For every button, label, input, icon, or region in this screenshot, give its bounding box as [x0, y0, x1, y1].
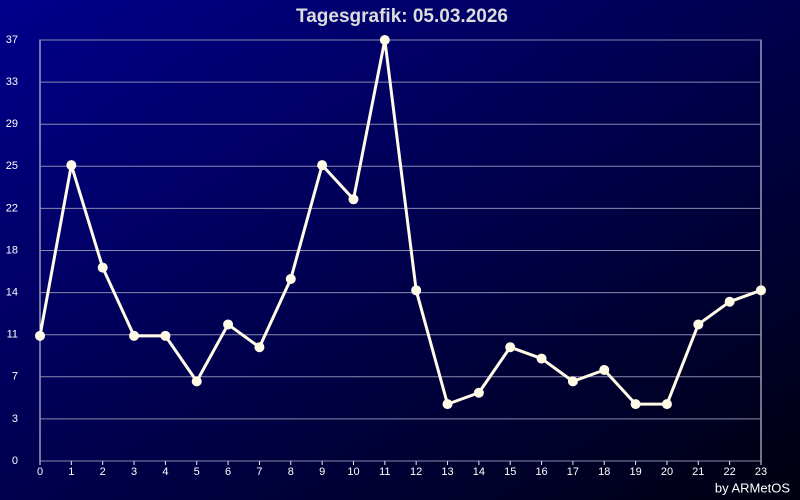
data-point: [160, 330, 171, 341]
x-tick-label: 2: [100, 466, 106, 478]
x-tick-label: 5: [194, 466, 200, 478]
y-tick-label: 25: [6, 160, 18, 172]
x-tick-label: 21: [692, 466, 704, 478]
data-point: [567, 376, 578, 387]
x-tick-label: 9: [319, 466, 325, 478]
y-tick-label: 33: [6, 76, 18, 88]
x-tick-label: 16: [535, 466, 547, 478]
data-point: [724, 296, 735, 307]
x-tick-label: 1: [68, 466, 74, 478]
data-point: [442, 399, 453, 410]
data-point: [129, 330, 140, 341]
data-point: [661, 399, 672, 410]
data-point: [254, 342, 265, 353]
x-tick-label: 0: [37, 466, 43, 478]
y-tick-label: 7: [12, 371, 18, 383]
data-point: [693, 319, 704, 330]
data-point: [505, 342, 516, 353]
data-point: [411, 285, 422, 296]
data-point: [317, 160, 328, 171]
x-tick-label: 4: [162, 466, 168, 478]
x-tick-label: 3: [131, 466, 137, 478]
y-tick-label: 18: [6, 244, 18, 256]
data-point: [630, 399, 641, 410]
x-tick-label: 23: [755, 466, 767, 478]
y-tick-label: 11: [7, 329, 18, 341]
data-point: [285, 273, 296, 284]
x-tick-label: 10: [347, 466, 359, 478]
data-point: [223, 319, 234, 330]
x-tick-label: 18: [598, 466, 610, 478]
data-point: [473, 387, 484, 398]
y-tick-label: 29: [6, 118, 18, 130]
x-tick-label: 19: [629, 466, 641, 478]
x-tick-label: 14: [473, 466, 485, 478]
data-point: [756, 285, 766, 296]
y-tick-label: 0: [12, 455, 18, 467]
x-tick-label: 22: [724, 466, 736, 478]
data-point: [536, 353, 547, 364]
x-tick-label: 12: [410, 466, 422, 478]
data-point: [379, 35, 390, 45]
x-tick-label: 6: [225, 466, 231, 478]
x-tick-label: 20: [661, 466, 673, 478]
data-point: [35, 330, 45, 341]
x-tick-label: 8: [288, 466, 294, 478]
data-line: [38, 38, 762, 406]
x-tick-label: 7: [256, 466, 262, 478]
credit: by ARMetOS: [715, 480, 790, 495]
y-tick-label: 3: [12, 413, 18, 425]
x-tick-label: 15: [504, 466, 516, 478]
y-tick-label: 22: [6, 202, 18, 214]
data-point: [348, 194, 359, 205]
data-point: [599, 364, 610, 375]
chart-title: Tagesgrafik: 05.03.2026: [296, 6, 508, 27]
x-tick-label: 13: [441, 466, 453, 478]
y-tick-label: 14: [6, 287, 18, 299]
y-tick-label: 37: [6, 34, 18, 46]
x-tick-label: 11: [379, 466, 390, 478]
x-tick-label: 17: [567, 466, 579, 478]
data-point: [66, 160, 77, 171]
data-point: [191, 376, 202, 387]
data-point: [97, 262, 108, 273]
